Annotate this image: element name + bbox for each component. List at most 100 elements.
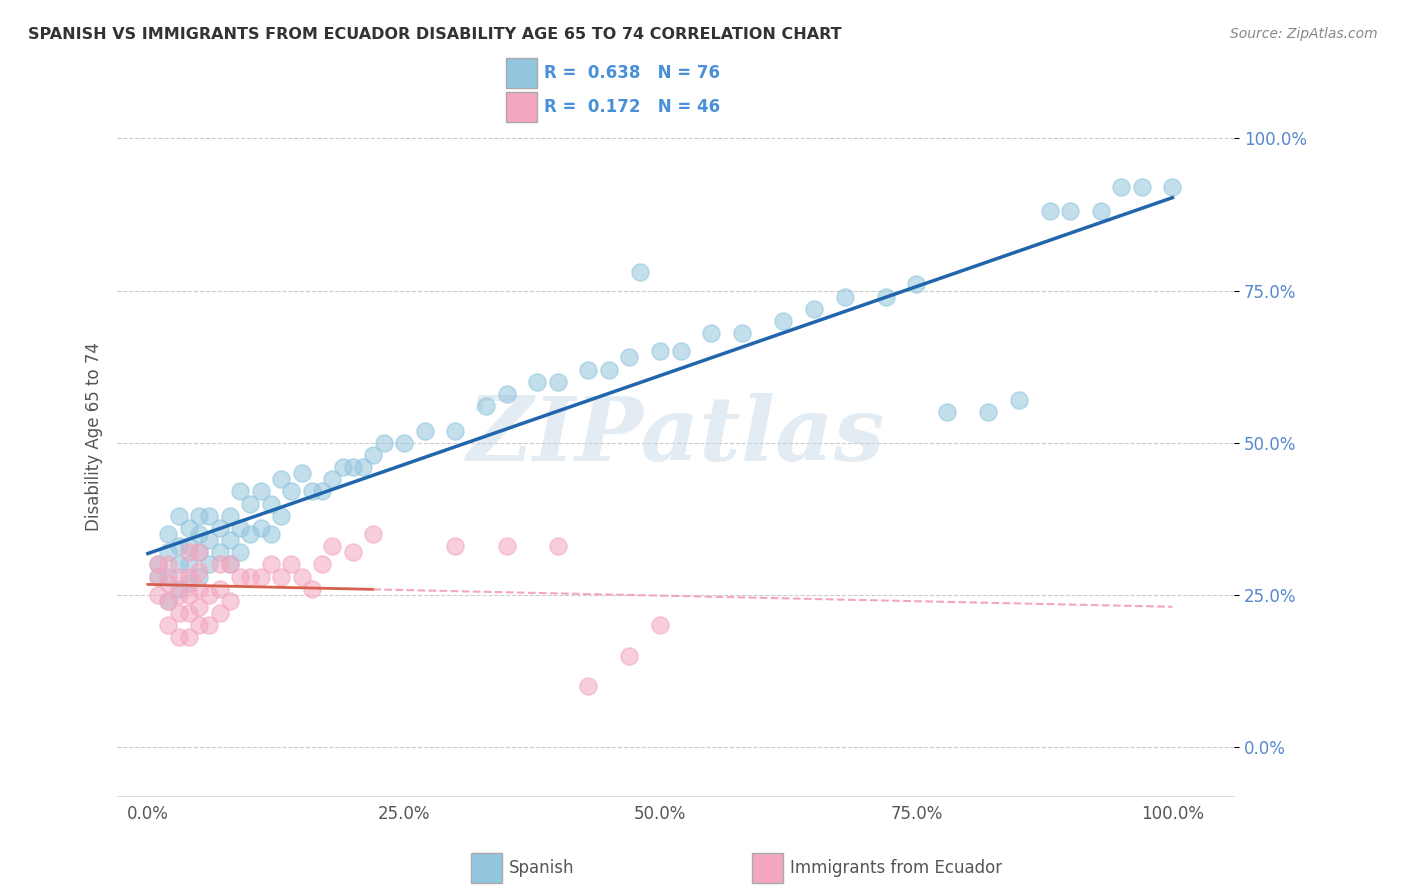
Text: R =  0.638   N = 76: R = 0.638 N = 76: [544, 64, 720, 82]
Point: [731, 326, 754, 340]
Point: [177, 569, 200, 583]
Point: [167, 558, 190, 572]
Point: [229, 521, 252, 535]
Point: [229, 545, 252, 559]
Point: [650, 344, 672, 359]
Point: [198, 508, 221, 523]
Point: [311, 484, 333, 499]
Text: ZIPatlas: ZIPatlas: [467, 393, 884, 480]
Point: [239, 569, 262, 583]
Point: [198, 618, 221, 632]
Point: [1090, 204, 1112, 219]
Point: [280, 484, 302, 499]
Point: [208, 606, 231, 620]
Point: [495, 387, 517, 401]
Point: [188, 569, 211, 583]
Point: [219, 533, 242, 547]
Point: [373, 435, 395, 450]
Point: [219, 594, 242, 608]
Point: [177, 575, 200, 590]
Point: [578, 679, 600, 693]
Point: [495, 539, 517, 553]
Point: [188, 600, 211, 615]
Point: [188, 527, 211, 541]
Point: [342, 545, 364, 559]
Point: [526, 375, 548, 389]
Point: [291, 569, 314, 583]
Point: [239, 527, 262, 541]
Point: [280, 558, 302, 572]
Point: [270, 472, 292, 486]
Point: [198, 588, 221, 602]
Point: [177, 521, 200, 535]
Point: [188, 582, 211, 596]
Point: [219, 558, 242, 572]
Point: [977, 405, 1000, 419]
Point: [157, 594, 180, 608]
Point: [239, 497, 262, 511]
Point: [229, 569, 252, 583]
Point: [413, 424, 436, 438]
Text: SPANISH VS IMMIGRANTS FROM ECUADOR DISABILITY AGE 65 TO 74 CORRELATION CHART: SPANISH VS IMMIGRANTS FROM ECUADOR DISAB…: [28, 27, 842, 42]
Point: [157, 558, 180, 572]
Point: [188, 618, 211, 632]
Point: [208, 521, 231, 535]
Point: [167, 582, 190, 596]
Point: [167, 631, 190, 645]
Point: [875, 289, 897, 303]
Point: [363, 527, 385, 541]
Point: [352, 460, 374, 475]
Point: [301, 484, 323, 499]
Point: [700, 326, 723, 340]
Point: [444, 424, 467, 438]
Point: [146, 558, 169, 572]
Point: [619, 351, 641, 365]
Point: [619, 648, 641, 663]
Point: [321, 472, 343, 486]
Point: [834, 289, 856, 303]
Text: Immigrants from Ecuador: Immigrants from Ecuador: [790, 859, 1002, 877]
Point: [1130, 180, 1153, 194]
Point: [177, 539, 200, 553]
Point: [332, 460, 354, 475]
Point: [301, 582, 323, 596]
Point: [669, 344, 692, 359]
Point: [208, 545, 231, 559]
Point: [177, 588, 200, 602]
Text: R =  0.172   N = 46: R = 0.172 N = 46: [544, 98, 720, 116]
Point: [650, 618, 672, 632]
Point: [1161, 180, 1184, 194]
Point: [475, 399, 498, 413]
Point: [1059, 204, 1081, 219]
Point: [146, 569, 169, 583]
Point: [547, 539, 569, 553]
Point: [291, 466, 314, 480]
Point: [157, 594, 180, 608]
Point: [444, 539, 467, 553]
Point: [167, 588, 190, 602]
Point: [208, 582, 231, 596]
Point: [157, 545, 180, 559]
Point: [1038, 204, 1060, 219]
Point: [578, 362, 600, 376]
Point: [208, 558, 231, 572]
Point: [1008, 393, 1031, 408]
Point: [177, 545, 200, 559]
Point: [198, 558, 221, 572]
Point: [249, 569, 271, 583]
Point: [260, 558, 283, 572]
Point: [219, 558, 242, 572]
Point: [157, 569, 180, 583]
Point: [1109, 180, 1132, 194]
Point: [177, 631, 200, 645]
Point: [146, 588, 169, 602]
Point: [167, 606, 190, 620]
Point: [188, 545, 211, 559]
Point: [270, 508, 292, 523]
Point: [547, 375, 569, 389]
Point: [188, 508, 211, 523]
Point: [167, 508, 190, 523]
Y-axis label: Disability Age 65 to 74: Disability Age 65 to 74: [86, 343, 103, 531]
Point: [270, 569, 292, 583]
Point: [219, 508, 242, 523]
